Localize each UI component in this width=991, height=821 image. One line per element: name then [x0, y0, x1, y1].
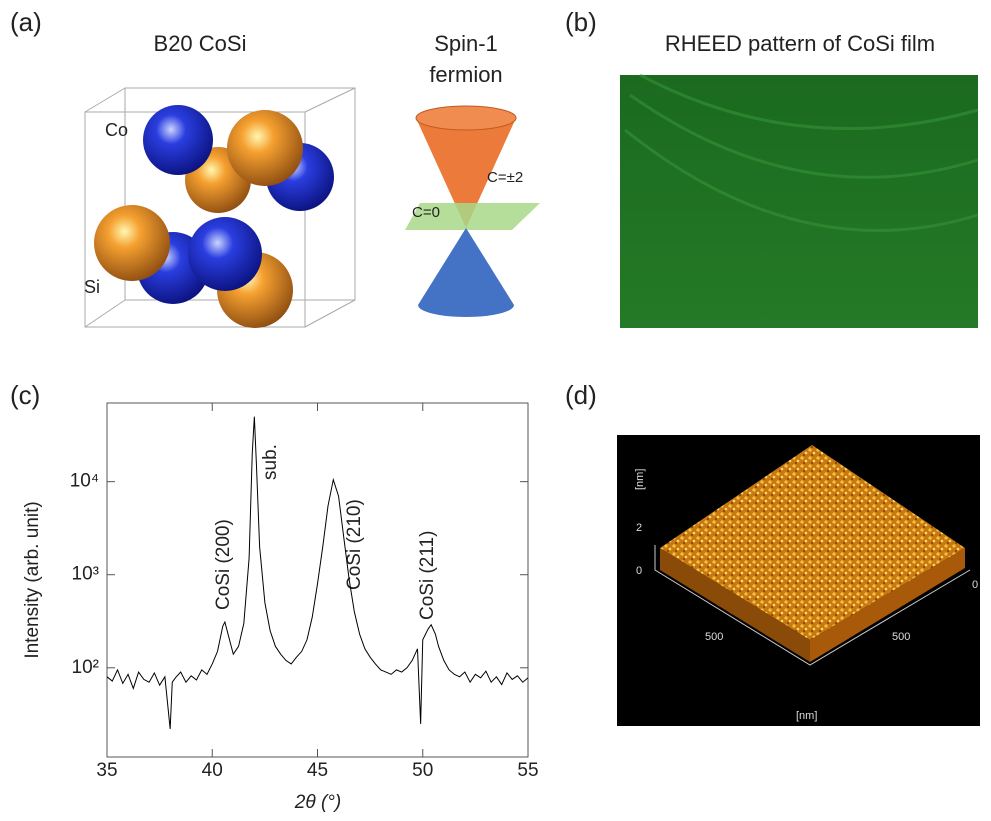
panel-label: (c) — [10, 380, 40, 410]
atom — [143, 105, 213, 175]
atom-label: Co — [105, 120, 128, 140]
cone — [418, 228, 514, 317]
chern-label: C=0 — [412, 204, 440, 221]
panel-label: (d) — [565, 380, 597, 410]
y-axis-label: Intensity (arb. unit) — [22, 501, 43, 658]
panel-label: (b) — [565, 7, 597, 37]
panel-title: RHEED pattern of CoSi film — [665, 31, 935, 56]
plot-frame — [107, 403, 528, 757]
afm-axis-label: 500 — [892, 631, 910, 643]
panel-title: B20 CoSi — [154, 31, 247, 56]
panel-c: (c) 2θ (°) Intensity (arb. unit) CoSi (2… — [10, 380, 539, 813]
afm-axis-label: 500 — [705, 631, 723, 643]
cone — [416, 106, 516, 130]
afm-axis-label: 0 — [972, 579, 978, 591]
x-tick-label: 35 — [96, 760, 117, 781]
annotation: CoSi (200) — [213, 519, 234, 610]
x-tick-label: 40 — [202, 760, 223, 781]
y-tick-label: 10⁴ — [70, 471, 99, 492]
chern-label: C=±2 — [487, 169, 523, 186]
rheed-image — [620, 75, 978, 328]
afm-axis-label: [nm] — [634, 469, 646, 490]
panel-d: (d) [nm] 2 0 500 500 0 [nm] — [565, 380, 980, 726]
panel-a: (a) B20 CoSi Co Si Spin-1 fermion C=±2 C… — [10, 7, 540, 328]
afm-axis-label: 0 — [636, 565, 642, 577]
panel-title: fermion — [429, 62, 502, 87]
annotation: CoSi (210) — [344, 499, 365, 590]
annotation: sub. — [260, 444, 281, 480]
x-tick-label: 55 — [517, 760, 538, 781]
x-axis-label: 2θ (°) — [294, 792, 341, 813]
x-tick-label: 50 — [412, 760, 433, 781]
panel-title: Spin-1 — [434, 31, 498, 56]
figure: (a) B20 CoSi Co Si Spin-1 fermion C=±2 C… — [0, 0, 991, 821]
y-tick-label: 10³ — [72, 564, 99, 585]
afm-axis-label: 2 — [636, 522, 642, 534]
panel-label: (a) — [10, 7, 42, 37]
atom — [188, 217, 262, 291]
atom — [94, 205, 170, 281]
x-tick-label: 45 — [307, 760, 328, 781]
y-tick-label: 10² — [72, 657, 99, 678]
afm-axis-label: [nm] — [796, 710, 817, 722]
atom-label: Si — [84, 277, 100, 297]
atom — [227, 110, 303, 186]
spectrum-line — [107, 417, 528, 729]
page: {"panels": { "a": {"label": "(a)", "titl… — [0, 0, 991, 821]
panel-b: (b) RHEED pattern of CoSi film — [565, 7, 978, 328]
annotation: CoSi (211) — [417, 531, 438, 620]
